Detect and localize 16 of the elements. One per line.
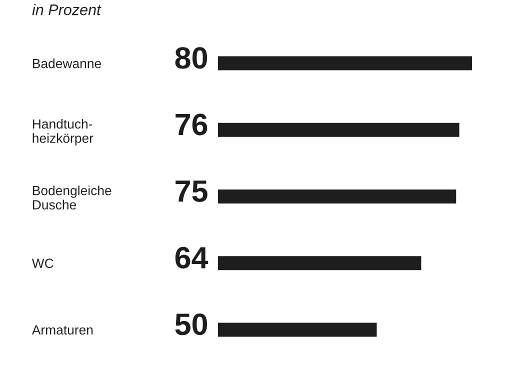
- data-label: 75: [176, 180, 208, 202]
- data-label: 76: [176, 114, 208, 136]
- y-tick-label: WC: [32, 258, 54, 268]
- bar: [218, 322, 377, 337]
- data-label: 50: [175, 313, 208, 336]
- data-label: 80: [175, 47, 208, 69]
- data-label: 64: [175, 246, 208, 269]
- y-tick-label: Bodengleiche Dusche: [32, 186, 112, 210]
- bar: [218, 190, 456, 204]
- y-tick-label: Armaturen: [32, 325, 93, 335]
- bar: [218, 256, 422, 270]
- y-tick-label: Handtuch- heizkörper: [32, 118, 94, 146]
- bar: [218, 122, 460, 137]
- y-tick-label: Badewanne: [32, 58, 101, 68]
- bar: [218, 56, 472, 70]
- text: in Prozent: [32, 4, 102, 16]
